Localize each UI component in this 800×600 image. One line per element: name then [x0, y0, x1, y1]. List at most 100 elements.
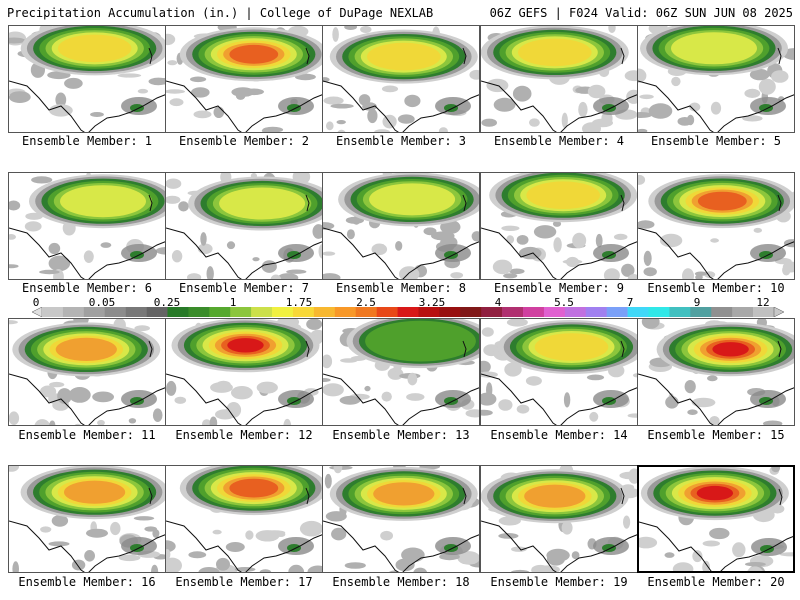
ensemble-member-map[interactable]	[480, 25, 638, 133]
ensemble-member-map[interactable]	[480, 465, 638, 573]
colorbar-segment	[272, 307, 294, 317]
ensemble-member-map[interactable]	[8, 318, 166, 426]
colorbar-segment	[732, 307, 754, 317]
ensemble-member-map[interactable]	[480, 172, 638, 280]
ensemble-member-label: Ensemble Member: 9	[493, 281, 625, 295]
colorbar-tick-label: 12	[756, 296, 770, 309]
colorbar-segment	[690, 307, 712, 317]
ensemble-member-map[interactable]	[637, 318, 795, 426]
colorbar-tick-label: 5.5	[554, 296, 574, 309]
colorbar-segment	[355, 307, 377, 317]
ensemble-member-map[interactable]	[322, 465, 480, 573]
precipitation-map-icon	[323, 26, 479, 132]
ensemble-member-map[interactable]	[322, 172, 480, 280]
ensemble-member-label: Ensemble Member: 19	[490, 575, 628, 589]
ensemble-member-map[interactable]	[165, 25, 323, 133]
colorbar-segment	[627, 307, 649, 317]
colorbar-segment	[125, 307, 147, 317]
precipitation-map-icon	[638, 26, 794, 132]
precipitation-map-icon	[166, 26, 322, 132]
ensemble-member-label: Ensemble Member: 16	[18, 575, 156, 589]
map-title: Precipitation Accumulation (in.) | Colle…	[7, 6, 434, 20]
ensemble-member-map[interactable]	[8, 172, 166, 280]
colorbar-segment	[188, 307, 210, 317]
precipitation-map-icon	[166, 319, 322, 425]
colorbar-tick-label: 0.25	[153, 296, 181, 309]
precipitation-map-icon	[323, 319, 479, 425]
precipitation-map-icon	[481, 319, 637, 425]
ensemble-member-map[interactable]	[637, 465, 795, 573]
colorbar-segment	[606, 307, 628, 317]
ensemble-member-label: Ensemble Member: 2	[178, 134, 310, 148]
ensemble-member-map[interactable]	[8, 25, 166, 133]
colorbar-segment	[251, 307, 273, 317]
colorbar-segment	[209, 307, 231, 317]
ensemble-member-map[interactable]	[322, 25, 480, 133]
precipitation-map-icon	[9, 319, 165, 425]
precipitation-map-icon	[9, 26, 165, 132]
colorbar-tick-label: 0	[32, 296, 40, 309]
colorbar-segment	[481, 307, 503, 317]
colorbar-segment	[753, 307, 775, 317]
colorbar-tick-label: 2.5	[356, 296, 376, 309]
precipitation-map-icon	[638, 174, 794, 279]
ensemble-member-map[interactable]	[480, 318, 638, 426]
colorbar-segment	[313, 307, 336, 317]
precipitation-map-icon	[481, 173, 637, 279]
colorbar-segment	[711, 307, 733, 317]
colorbar-segment	[523, 307, 545, 317]
ensemble-member-map[interactable]	[637, 25, 795, 133]
ensemble-member-map[interactable]	[165, 318, 323, 426]
ensemble-member-map[interactable]	[322, 318, 480, 426]
colorbar-tick-label: 1.75	[285, 296, 313, 309]
precipitation-map-icon	[639, 467, 793, 571]
ensemble-member-label: Ensemble Member: 12	[175, 428, 313, 442]
ensemble-member-label: Ensemble Member: 3	[335, 134, 467, 148]
colorbar-tick-label: 3.25	[418, 296, 446, 309]
colorbar-segment	[439, 307, 461, 317]
colorbar-segment	[167, 307, 189, 317]
precipitation-map-icon	[9, 173, 165, 279]
precipitation-map-icon	[481, 466, 637, 572]
colorbar-max-arrow	[773, 307, 784, 317]
precipitation-map-icon	[638, 319, 794, 425]
ensemble-member-map[interactable]	[637, 172, 795, 280]
precipitation-colorbar	[32, 307, 784, 317]
colorbar-segment	[502, 307, 524, 317]
ensemble-member-label: Ensemble Member: 15	[647, 428, 785, 442]
colorbar-segment	[376, 307, 398, 317]
colorbar-segment	[230, 307, 252, 317]
colorbar-segment	[648, 307, 670, 317]
ensemble-member-label: Ensemble Member: 11	[18, 428, 156, 442]
colorbar-segment	[83, 307, 106, 317]
colorbar-segment	[62, 307, 85, 317]
colorbar-segment	[564, 307, 587, 317]
colorbar-segment	[397, 307, 419, 317]
colorbar-segment	[42, 307, 64, 317]
ensemble-member-label: Ensemble Member: 1	[21, 134, 153, 148]
colorbar-segment	[669, 307, 691, 317]
colorbar-tick-label: 9	[693, 296, 701, 309]
colorbar-segment	[460, 307, 482, 317]
precipitation-map-icon	[166, 173, 322, 279]
precipitation-map-icon	[9, 466, 165, 572]
colorbar-segment	[543, 307, 566, 317]
ensemble-member-label: Ensemble Member: 4	[493, 134, 625, 148]
precipitation-map-icon	[166, 466, 322, 572]
ensemble-member-label: Ensemble Member: 7	[178, 281, 310, 295]
ensemble-member-map[interactable]	[165, 172, 323, 280]
precipitation-map-icon	[323, 173, 479, 279]
ensemble-member-label: Ensemble Member: 6	[21, 281, 153, 295]
colorbar-segment	[146, 307, 168, 317]
precipitation-map-icon	[481, 26, 637, 132]
colorbar-tick-label: 1	[229, 296, 237, 309]
ensemble-member-label: Ensemble Member: 20	[647, 575, 785, 589]
ensemble-member-label: Ensemble Member: 5	[650, 134, 782, 148]
colorbar-segment	[418, 307, 440, 317]
ensemble-member-map[interactable]	[165, 465, 323, 573]
colorbar-tick-label: 4	[494, 296, 502, 309]
ensemble-member-label: Ensemble Member: 14	[490, 428, 628, 442]
colorbar-tick-label: 7	[626, 296, 634, 309]
ensemble-member-map[interactable]	[8, 465, 166, 573]
colorbar-segment	[585, 307, 607, 317]
